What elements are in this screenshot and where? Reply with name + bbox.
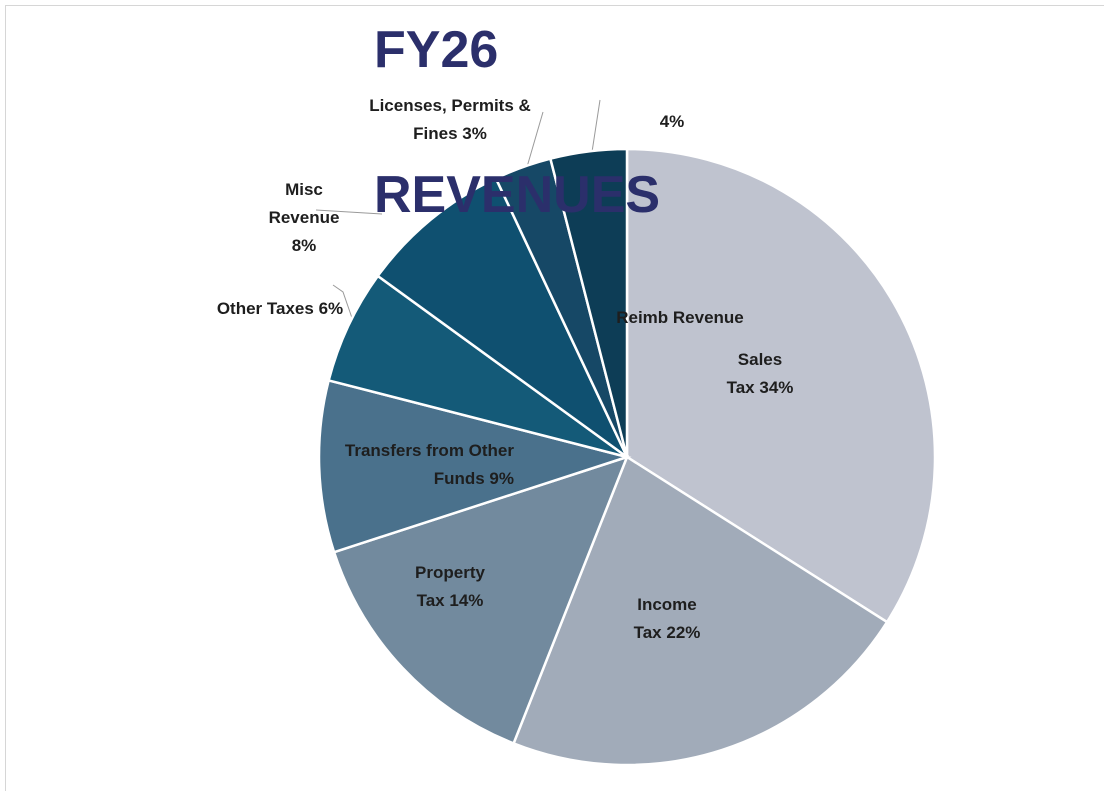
category-name: Other Taxes xyxy=(216,299,314,318)
data-label: Other Taxes 6% xyxy=(210,295,350,323)
leader-line xyxy=(526,111,544,168)
chart-title: FY26 REVENUES xyxy=(374,21,661,224)
value-label: 8% xyxy=(291,236,317,255)
data-label: Transfers from Other Funds 9% xyxy=(292,437,514,493)
category-name: Licenses, Permits & Fines xyxy=(369,96,531,143)
value-label: 14% xyxy=(449,591,484,610)
data-label: Reimb Revenue xyxy=(590,304,770,332)
category-name: Income Tax xyxy=(633,595,697,642)
leader-line xyxy=(332,284,353,319)
frame xyxy=(5,5,1104,791)
pie-slice xyxy=(625,147,937,624)
category-name: Property Tax xyxy=(415,563,485,610)
data-label: Misc Revenue 8% xyxy=(262,176,346,260)
category-name: Transfers from Other Funds xyxy=(344,441,514,488)
value-label: 6% xyxy=(318,299,344,318)
leader-line xyxy=(315,209,383,215)
value-label: 34% xyxy=(759,378,794,397)
category-name: Misc Revenue xyxy=(268,180,340,227)
value-label: 4% xyxy=(659,112,685,131)
pie-slice xyxy=(548,147,629,458)
leader-line xyxy=(591,99,601,153)
value-label: 22% xyxy=(666,623,701,642)
pie-slice xyxy=(511,455,889,767)
value-label: 9% xyxy=(489,469,514,488)
category-name: Reimb Revenue xyxy=(616,308,744,327)
pie-slice xyxy=(317,378,632,554)
data-label: Property Tax 14% xyxy=(400,559,500,615)
data-label: Licenses, Permits & Fines 3% xyxy=(362,92,538,148)
leader-lines xyxy=(315,99,601,319)
data-label: Sales Tax 34% xyxy=(725,346,795,402)
category-name: Sales Tax xyxy=(726,350,783,397)
pie-slice xyxy=(376,176,629,459)
value-label: 3% xyxy=(462,124,487,143)
data-label: Income Tax 22% xyxy=(622,591,712,647)
